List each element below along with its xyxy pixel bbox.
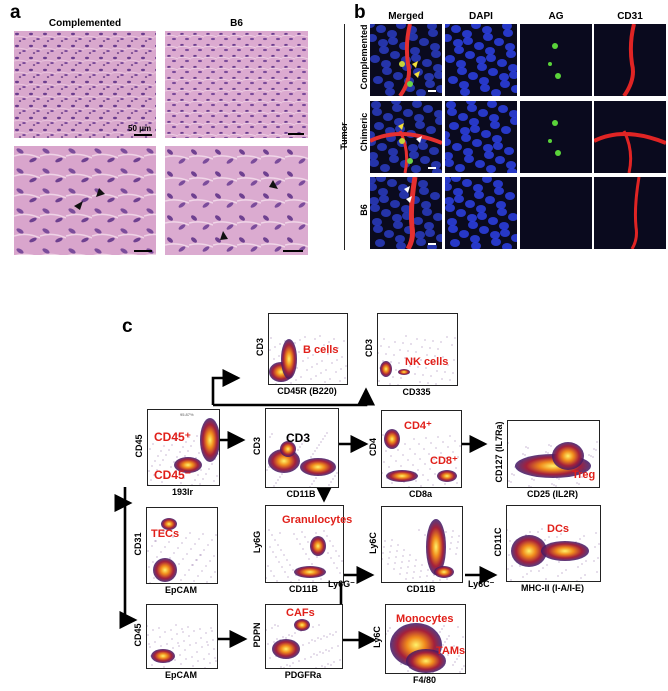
- panel-c-letter: c: [122, 316, 133, 337]
- flow-plot-bcells: B cells: [268, 313, 348, 385]
- flow-plot-dcs: DCs: [506, 505, 601, 582]
- fluor-cd31-row-2: [594, 101, 666, 173]
- gate-label-cd3-g1: CD3: [286, 431, 311, 445]
- col-ag: AG: [548, 11, 564, 22]
- fluor-ag-row-2: [520, 101, 592, 173]
- panel-a-letter: a: [10, 2, 21, 23]
- histology-image-1: [14, 31, 156, 138]
- flow-plot-cd45neg: [146, 604, 218, 669]
- flow-plot-treg: Treg: [507, 420, 600, 488]
- x-axis-label-cafs: PDGFRa: [284, 670, 322, 680]
- gate-label-tecs-g1: TECs: [151, 528, 180, 540]
- y-axis-label-root: CD45: [134, 434, 144, 458]
- x-axis-label-gran: CD11B: [288, 584, 318, 594]
- y-axis-label-cd4cd8: CD4: [368, 438, 378, 457]
- y-axis-label-treg: CD127 (IL7Ra): [494, 421, 504, 483]
- flow-plot-gran: Granulocytes: [265, 505, 352, 583]
- gate-label-cafs-g1: CAFs: [286, 607, 315, 619]
- gate-label-dcs-g1: DCs: [547, 523, 570, 535]
- histology-image-2: [165, 31, 308, 138]
- gate-label-bcells-g1: B cells: [303, 344, 339, 356]
- panel-b-letter: b: [354, 2, 366, 23]
- x-axis-label-ly6c: CD11B: [406, 584, 436, 594]
- x-axis-label-nk: CD335: [402, 387, 431, 397]
- gate-label-mono-g2: TAMs: [436, 645, 466, 657]
- gate-label-cd4cd8-g1: CD4⁺: [404, 420, 432, 432]
- gate-label-cd4cd8-g2: CD8⁺: [430, 455, 458, 467]
- histology-complemented-low: 50 μm: [14, 31, 156, 138]
- col-cd31: CD31: [617, 11, 643, 22]
- histology-b6-low: [165, 31, 308, 138]
- fluor-merged-row-3: [370, 177, 442, 249]
- y-axis-label-ly6c: Ly6C: [368, 531, 378, 554]
- fluor-merged-row-2: [370, 101, 442, 173]
- gate-label-treg-g1: Treg: [572, 469, 596, 481]
- flow-plot-cd4cd8: CD4⁺ CD8⁺: [381, 410, 462, 488]
- fluor-merged-row-1: [370, 24, 442, 96]
- fluor-ag-row-3: [520, 177, 592, 249]
- fluor-ag-row-1: [520, 24, 592, 96]
- x-axis-label-cd3: CD11B: [286, 489, 316, 499]
- flow-plot-cafs: CAFs: [265, 604, 343, 669]
- x-axis-label-treg: CD25 (IL2R): [526, 489, 578, 499]
- gate-label-root-g1: CD45⁺: [154, 430, 192, 444]
- ly6g-neg-label: Ly6G⁻: [328, 579, 355, 589]
- root-percentage: 95.87%: [180, 412, 194, 417]
- histology-image-3: [14, 146, 156, 255]
- x-axis-label-root: 193lr: [171, 487, 194, 497]
- fluor-cd31-row-3: [594, 177, 666, 249]
- scale-bar: [134, 134, 152, 136]
- gate-label-nk-g1: NK cells: [405, 356, 449, 368]
- flow-plot-cd3: CD3: [265, 408, 339, 488]
- flow-plot-mono: Monocytes TAMs: [385, 604, 466, 674]
- flow-plot-ly6c: [381, 506, 463, 583]
- y-axis-label-cd45neg: CD45: [133, 623, 143, 647]
- panel-a-col-complemented: Complemented: [48, 18, 122, 29]
- panel-a-col-b6: B6: [230, 18, 243, 29]
- fluor-dapi-row-3: [445, 177, 517, 249]
- flow-plot-tecs: TECs: [146, 507, 218, 584]
- flow-plot-nk: NK cells: [377, 313, 458, 386]
- histology-b6-high: [165, 146, 308, 255]
- y-axis-label-tecs: CD31: [133, 532, 143, 556]
- y-axis-label-dcs: CD11C: [493, 527, 503, 557]
- x-axis-label-bcells: CD45R (B220): [277, 386, 337, 396]
- col-merged: Merged: [388, 11, 424, 22]
- x-axis-label-cd4cd8: CD8a: [408, 489, 432, 499]
- fluor-dapi-row-2: [445, 101, 517, 173]
- flow-plot-root: CD45⁺ CD45⁻: [147, 409, 220, 486]
- y-axis-label-cd3: CD3: [252, 437, 262, 456]
- fluor-dapi-row-1: [445, 24, 517, 96]
- tumor-bracket: [344, 24, 345, 250]
- x-axis-label-tecs: EpCAM: [165, 585, 197, 595]
- ly6c-neg-label: Ly6C⁻: [468, 579, 495, 589]
- y-axis-label-cafs: PDPN: [252, 622, 262, 648]
- y-axis-label-nk: CD3: [364, 338, 374, 357]
- y-axis-label-gran: Ly6G: [252, 530, 262, 554]
- y-axis-label-mono: Ly6C: [372, 626, 382, 648]
- fluor-cd31-row-1: [594, 24, 666, 96]
- x-axis-label-mono: F4/80: [412, 675, 436, 685]
- y-axis-label-bcells: CD3: [255, 338, 265, 357]
- histology-complemented-high: [14, 146, 156, 255]
- gate-label-gran-g1: Granulocytes: [282, 514, 353, 526]
- scale-bar-label: 50 μm: [128, 124, 152, 133]
- col-dapi: DAPI: [469, 11, 493, 22]
- x-axis-label-dcs: MHC-II (I-A/I-E): [521, 583, 584, 593]
- gate-label-root-g2: CD45⁻: [154, 468, 192, 482]
- x-axis-label-cd45neg: EpCAM: [165, 670, 197, 680]
- gate-label-mono-g1: Monocytes: [396, 613, 454, 625]
- histology-image-4: [165, 146, 308, 255]
